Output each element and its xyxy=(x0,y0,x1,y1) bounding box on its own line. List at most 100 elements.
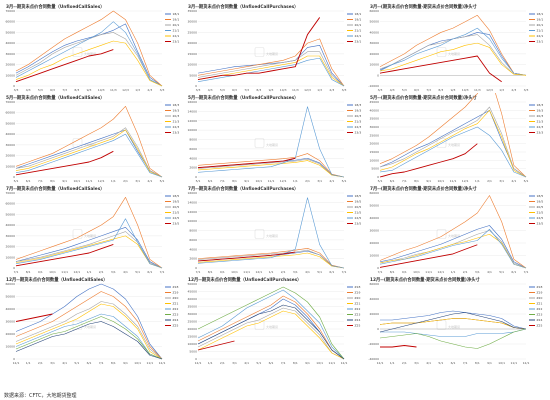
watermark: 大地期货 xyxy=(72,320,96,330)
y-tick-label: 60000 xyxy=(5,20,15,24)
series-line-22/5 xyxy=(197,197,345,269)
series-line-22/1 xyxy=(379,42,527,76)
x-tick-label: 9/3 xyxy=(269,88,274,92)
legend-label: Z20 xyxy=(355,296,361,300)
x-tick-label: 8/3 xyxy=(74,88,79,92)
y-tick-label: 30000 xyxy=(187,312,197,316)
legend-label: 21/1 xyxy=(173,29,180,33)
y-tick-label: 25000 xyxy=(369,133,379,137)
x-tick-label: 6/1 xyxy=(147,270,152,274)
legend-label: 22/3 xyxy=(355,125,362,129)
x-tick-label: 7/1 xyxy=(281,361,286,365)
legend-label: 18/1 xyxy=(173,12,180,16)
chart-title: 3月--(期货未点价合同数量-期货未点价合同数量)净头寸 xyxy=(370,3,477,10)
series-line-Z18 xyxy=(380,310,527,330)
series-line-20/1 xyxy=(197,51,345,87)
x-tick-label: 3/3 xyxy=(14,88,19,92)
x-tick-label: 12/1 xyxy=(195,361,202,365)
legend-label: 23/1 xyxy=(173,40,180,44)
y-tick-label: 8000 xyxy=(189,229,197,233)
chart-title: 5月--(期货未点价合同数量-期货未点价合同数量)净头寸 xyxy=(370,94,477,101)
series-line-Z24 xyxy=(15,321,163,360)
series-line-21/5 xyxy=(15,235,163,269)
x-tick-label: 8/1 xyxy=(111,361,116,365)
x-tick-label: 4/1 xyxy=(305,270,310,274)
x-tick-label: 5/1 xyxy=(196,179,201,183)
x-tick-label: 5/1 xyxy=(317,270,322,274)
chart-title: 5月--期货未点价合同数量（UnfixedCallPurchases） xyxy=(188,94,298,101)
y-tick-label: 40000 xyxy=(5,307,15,311)
legend-label: 20/3 xyxy=(173,114,180,118)
y-tick-label: 0 xyxy=(377,175,379,179)
y-tick-label: 50000 xyxy=(5,295,15,299)
x-tick-label: 7/1 xyxy=(38,179,43,183)
y-tick-label: 20000 xyxy=(187,41,197,45)
x-tick-label: 5/3 xyxy=(38,88,43,92)
x-tick-label: 3/3 xyxy=(196,88,201,92)
series-line-23/5 xyxy=(15,244,114,267)
y-tick-label: 16000 xyxy=(187,191,197,195)
y-tick-label: 50000 xyxy=(5,121,15,125)
watermark-text: 大地期货 xyxy=(84,233,96,238)
y-tick-label: 70000 xyxy=(5,100,15,104)
chart-panel-9: 7月--(期货未点价合同数量-期货未点价合同数量)净头寸 60000 50000 40… xyxy=(366,184,548,275)
x-tick-label: 3/1 xyxy=(135,179,140,183)
x-tick-label: 8/3 xyxy=(438,88,443,92)
x-tick-label: 4/1 xyxy=(511,179,516,183)
x-tick-label: 6/1 xyxy=(208,179,213,183)
y-tick-label: 8000 xyxy=(189,138,197,142)
x-tick-label: 8/3 xyxy=(256,88,261,92)
x-tick-label: 12/3 xyxy=(122,88,129,92)
legend-label: 19/3 xyxy=(355,109,362,113)
series-line-18/3 xyxy=(15,129,163,178)
y-tick-label: 0 xyxy=(195,357,197,361)
x-tick-label: 8/1 xyxy=(390,270,395,274)
x-tick-label: 1/1 xyxy=(390,361,395,365)
series-line-23/3 xyxy=(15,150,114,176)
chart-grid: 3月--期货未点价合同数量（UnfixedCallSales） 70000 6000… xyxy=(2,2,548,366)
y-tick-label: 10000 xyxy=(5,73,15,77)
legend-label: Z20 xyxy=(537,296,543,300)
y-tick-label: 10000 xyxy=(187,128,197,132)
y-tick-label: 20000 xyxy=(369,142,379,146)
legend-label: Z25 xyxy=(173,324,179,328)
x-tick-label: 12/1 xyxy=(462,179,469,183)
x-tick-label: 4/1 xyxy=(123,270,128,274)
chart-title: 7月--(期货未点价合同数量-期货未点价合同数量)净头寸 xyxy=(370,185,477,192)
y-tick-label: 40000 xyxy=(369,216,379,220)
x-tick-label: 2/1 xyxy=(305,179,310,183)
y-tick-label: 16000 xyxy=(187,100,197,104)
x-tick-label: 3/3 xyxy=(160,88,165,92)
watermark: 大地期货 xyxy=(254,320,278,330)
y-tick-label: 50000 xyxy=(369,204,379,208)
legend-label: 18/3 xyxy=(355,103,362,107)
x-tick-label: 5/1 xyxy=(135,270,140,274)
series-line-Z25 xyxy=(15,313,53,322)
legend-label: 19/1 xyxy=(537,18,544,22)
x-tick-label: 8/1 xyxy=(293,361,298,365)
series-line-Z23 xyxy=(15,316,163,360)
x-tick-label: 4/1 xyxy=(147,179,152,183)
legend-label: Z24 xyxy=(537,318,543,322)
legend-label: Z19 xyxy=(355,291,361,295)
x-tick-label: 5/1 xyxy=(524,179,529,183)
legend-label: Z23 xyxy=(355,313,361,317)
series-line-18/5 xyxy=(379,225,527,269)
legend-label: 23/5 xyxy=(537,222,544,226)
y-tick-label: 10000 xyxy=(5,255,15,259)
y-tick-label: 40000 xyxy=(369,108,379,112)
x-tick-label: 11/1 xyxy=(450,179,457,183)
y-tick-label: 10000 xyxy=(187,219,197,223)
chart-svg-10: 12月--期货未点价合同数量（UnfixedCallSales）60000 500… xyxy=(5,276,179,365)
y-tick-label: 10000 xyxy=(369,254,379,258)
x-tick-label: 10/1 xyxy=(316,361,323,365)
chart-svg-8: 7月--期货未点价合同数量（UnfixedCallPurchases）16000… xyxy=(187,185,361,274)
x-tick-label: 2/1 xyxy=(99,270,104,274)
x-tick-label: 7/3 xyxy=(426,88,431,92)
x-tick-label: 10/1 xyxy=(498,361,505,365)
series-line-Z20 xyxy=(197,307,345,360)
y-tick-label: 20000 xyxy=(5,332,15,336)
y-tick-label: 5000 xyxy=(189,350,197,354)
y-tick-label: 14000 xyxy=(187,109,197,113)
